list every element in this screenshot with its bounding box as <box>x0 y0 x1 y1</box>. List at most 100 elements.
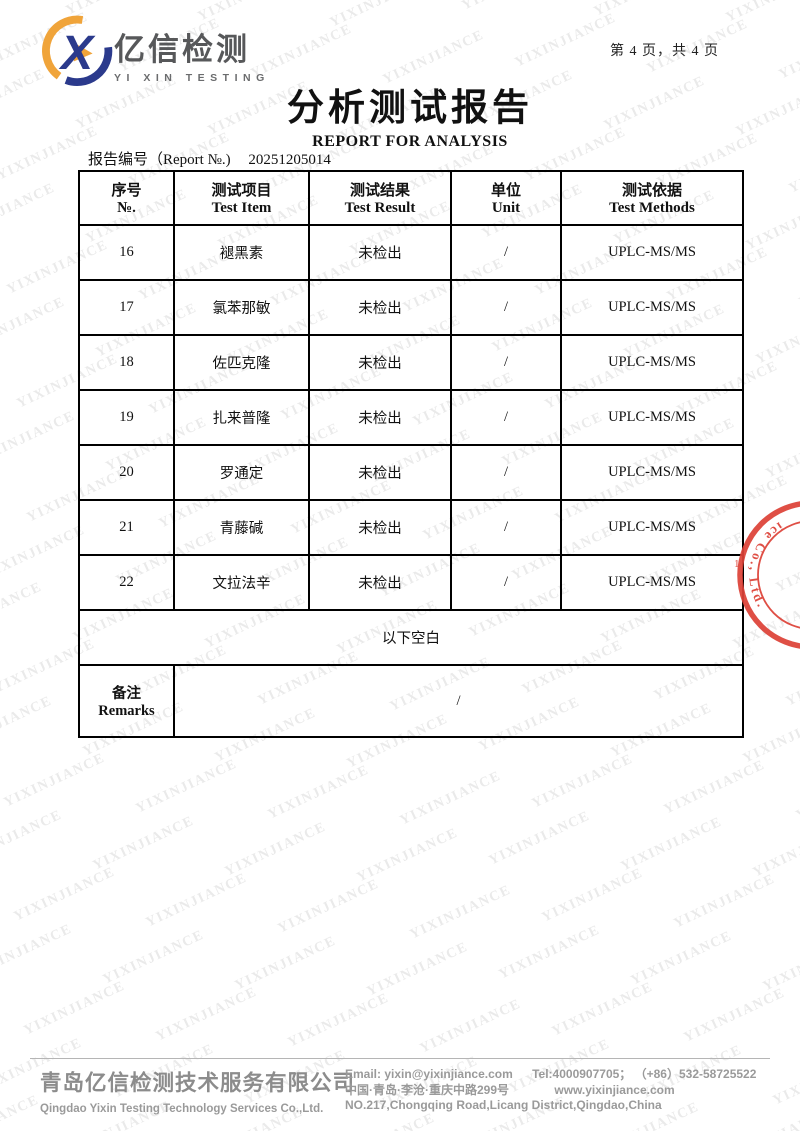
blank-note-row: 以下空白 <box>78 609 744 666</box>
col-header-result-en: Test Result <box>344 200 416 216</box>
blank-note: 以下空白 <box>78 609 744 666</box>
watermark-text: YIXINJIANCE <box>354 825 461 886</box>
cell-unit: / <box>450 334 562 391</box>
watermark-text: YIXINJIANCE <box>661 757 768 818</box>
footer-divider <box>30 1058 770 1059</box>
watermark-text: YIXINJIANCE <box>21 978 128 1039</box>
footer-address-cn: 中国·青岛·李沧·重庆中路299号 <box>345 1082 510 1097</box>
watermark-text: YIXINJIANCE <box>0 693 55 754</box>
watermark-text: YIXINJIANCE <box>733 79 800 140</box>
watermark-text: YIXINJIANCE <box>753 307 800 368</box>
watermark-text: YIXINJIANCE <box>743 193 800 254</box>
watermark-text: YIXINJIANCE <box>407 882 514 943</box>
watermark-text: YIXINJIANCE <box>760 934 800 995</box>
col-header-result-cn: 测试结果 <box>349 183 410 199</box>
cell-result: 未检出 <box>308 554 452 611</box>
cell-no: 19 <box>78 389 175 446</box>
watermark-text: YIXINJIANCE <box>783 649 800 710</box>
watermark-text: YIXINJIANCE <box>90 813 197 874</box>
watermark-text: YIXINJIANCE <box>417 996 524 1057</box>
remarks-row: 备注 Remarks / <box>78 664 744 738</box>
watermark-text: YIXINJIANCE <box>0 294 68 355</box>
watermark-text: YIXINJIANCE <box>496 922 603 983</box>
watermark-text: YIXINJIANCE <box>100 927 207 988</box>
watermark-text: YIXINJIANCE <box>364 939 471 1000</box>
watermark-text: YIXINJIANCE <box>285 990 392 1051</box>
watermark-text: YIXINJIANCE <box>671 871 778 932</box>
watermark-text: YIXINJIANCE <box>0 408 78 469</box>
footer-company-cn: 青岛亿信检测技术服务有限公司 <box>40 1071 356 1095</box>
table-row: 18 佐匹克隆 未检出 / UPLC-MS/MS <box>78 334 744 391</box>
cell-unit: / <box>450 554 562 611</box>
table-row: 22 文拉法辛 未检出 / UPLC-MS/MS <box>78 554 744 611</box>
company-logo-icon: X <box>42 15 113 86</box>
watermark-text: YIXINJIANCE <box>486 808 593 869</box>
watermark-text: YIXINJIANCE <box>11 864 118 925</box>
col-header-result: 测试结果 Test Result <box>308 170 452 226</box>
watermark-text: YIXINJIANCE <box>763 421 800 482</box>
logo-name-en: YI XIN TESTING <box>114 72 270 84</box>
watermark-text: YIXINJIANCE <box>770 1048 800 1109</box>
watermark-text: YIXINJIANCE <box>512 10 619 71</box>
report-number-line: 报告编号（Report №.) 20251205014 <box>88 148 331 169</box>
cell-item: 青藤碱 <box>173 499 310 556</box>
watermark-text: YIXINJIANCE <box>724 0 800 26</box>
footer-contact: Email: yixin@yixinjiance.com Tel:4000907… <box>345 1067 756 1114</box>
cell-method: UPLC-MS/MS <box>560 224 744 281</box>
table-row: 21 青藤碱 未检出 / UPLC-MS/MS <box>78 499 744 556</box>
title-block: 分析测试报告 REPORT FOR ANALYSIS <box>78 88 742 151</box>
cell-result: 未检出 <box>308 224 452 281</box>
report-title-cn: 分析测试报告 <box>287 88 533 129</box>
watermark-text: YIXINJIANCE <box>153 984 260 1045</box>
cell-method: UPLC-MS/MS <box>560 499 744 556</box>
cell-method: UPLC-MS/MS <box>560 444 744 501</box>
watermark-text: YIXINJIANCE <box>618 814 725 875</box>
cell-item: 罗通定 <box>173 444 310 501</box>
cell-no: 16 <box>78 224 175 281</box>
col-header-unit: 单位 Unit <box>450 170 562 226</box>
svg-text:X: X <box>58 26 96 80</box>
cell-unit: / <box>450 444 562 501</box>
cell-method: UPLC-MS/MS <box>560 334 744 391</box>
watermark-text: YIXINJIANCE <box>1 750 108 811</box>
cell-method: UPLC-MS/MS <box>560 554 744 611</box>
remarks-label: 备注 Remarks <box>78 664 175 738</box>
watermark-text: YIXINJIANCE <box>460 0 566 14</box>
table-row: 20 罗通定 未检出 / UPLC-MS/MS <box>78 444 744 501</box>
watermark-text: YIXINJIANCE <box>539 865 646 926</box>
table-row: 19 扎来普隆 未检出 / UPLC-MS/MS <box>78 389 744 446</box>
report-number-value: 20251205014 <box>248 152 331 168</box>
cell-unit: / <box>450 279 562 336</box>
table-row: 16 褪黑素 未检出 / UPLC-MS/MS <box>78 224 744 281</box>
watermark-text: YIXINJIANCE <box>133 756 240 817</box>
footer-company: 青岛亿信检测技术服务有限公司 Qingdao Yixin Testing Tec… <box>40 1066 355 1115</box>
cell-unit: / <box>450 499 562 556</box>
watermark-text: YIXINJIANCE <box>0 522 88 583</box>
remarks-label-cn: 备注 <box>112 686 141 702</box>
watermark-text: YIXINJIANCE <box>232 933 339 994</box>
watermark-text: YIXINJIANCE <box>592 0 698 20</box>
cell-no: 17 <box>78 279 175 336</box>
col-header-method-en: Test Methods <box>609 200 695 216</box>
watermark-text: YIXINJIANCE <box>681 985 788 1046</box>
cell-item: 文拉法辛 <box>173 554 310 611</box>
footer-contact-line3: NO.217,Chongqing Road,Licang District,Qi… <box>345 1098 756 1114</box>
cell-unit: / <box>450 224 562 281</box>
watermark-text: YIXINJIANCE <box>0 0 38 13</box>
watermark-text: YIXINJIANCE <box>776 22 800 83</box>
watermark-text: YIXINJIANCE <box>327 0 434 31</box>
col-header-item-cn: 测试项目 <box>211 183 272 199</box>
cell-item: 褪黑素 <box>173 224 310 281</box>
cell-result: 未检出 <box>308 279 452 336</box>
logo-name-cn: 亿信检测 <box>114 32 250 67</box>
watermark-text: YIXINJIANCE <box>380 27 487 88</box>
col-header-no: 序号 №. <box>78 170 175 226</box>
cell-item: 氯苯那敏 <box>173 279 310 336</box>
cell-no: 21 <box>78 499 175 556</box>
cell-item: 佐匹克隆 <box>173 334 310 391</box>
footer-tel: Tel:4000907705； （+86）532-58725522 <box>532 1067 757 1081</box>
cell-no: 18 <box>78 334 175 391</box>
remarks-label-en: Remarks <box>98 703 155 719</box>
watermark-text: YIXINJIANCE <box>628 928 735 989</box>
col-header-no-en: №. <box>117 200 136 216</box>
